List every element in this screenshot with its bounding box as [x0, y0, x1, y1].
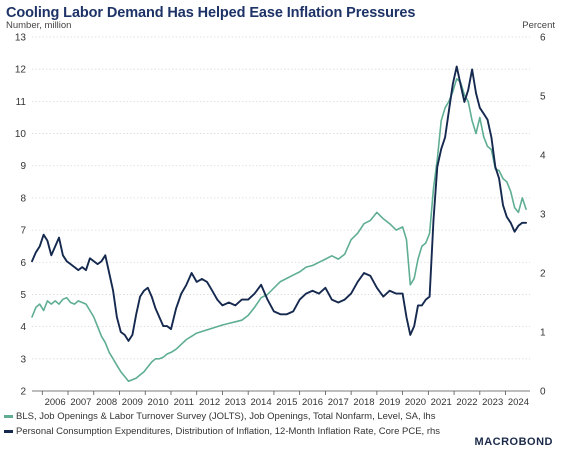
right-axis-tick-label: 0	[540, 387, 546, 398]
x-axis-tick-label: 2006	[45, 397, 66, 408]
x-axis-ticks: 2006 2007 2008 2009 2010 2011 2012 2013 2014 2015…	[32, 390, 530, 408]
x-axis-tick-label: 2014	[250, 397, 271, 408]
right-axis-unit-label: Percent	[522, 20, 555, 31]
left-axis-unit-label: Number, million	[6, 20, 72, 31]
left-axis-tick-label: 11	[16, 97, 27, 108]
x-axis-tick-label: 2020	[405, 397, 426, 408]
x-axis-tick-label: 2013	[225, 397, 246, 408]
x-axis-tick-label: 2022	[456, 397, 477, 408]
series-line-core-pce	[31, 65, 528, 342]
left-axis-tick-label: 8	[20, 193, 26, 204]
left-axis-tick-label: 5	[20, 290, 26, 301]
chart-title: Cooling Labor Demand Has Helped Ease Inf…	[6, 5, 416, 21]
left-axis-tick-label: 10	[15, 129, 27, 140]
legend-swatch-jolts	[4, 415, 13, 418]
x-axis-tick-label: 2015	[276, 397, 297, 408]
left-axis-ticks: 2 3 4 5 6 7 8 9 10 11 12 13	[15, 33, 27, 398]
x-axis-tick-label: 2023	[482, 397, 503, 408]
x-axis-tick-label: 2010	[148, 397, 169, 408]
x-axis-tick-label: 2024	[508, 397, 529, 408]
x-axis-tick-label: 2019	[379, 397, 400, 408]
right-axis-tick-label: 6	[540, 33, 546, 44]
x-axis-tick-label: 2007	[70, 397, 91, 408]
legend-label-jolts: BLS, Job Openings & Labor Turnover Surve…	[16, 411, 436, 422]
right-axis-tick-label: 2	[540, 269, 546, 280]
right-axis-tick-label: 3	[540, 210, 546, 221]
grid-lines	[32, 36, 530, 392]
right-axis-ticks: 0 1 2 3 4 5 6	[540, 33, 546, 398]
left-axis-tick-label: 13	[15, 33, 27, 44]
left-axis-tick-label: 7	[20, 226, 26, 237]
x-axis-tick-label: 2008	[96, 397, 117, 408]
right-axis-tick-label: 5	[540, 92, 546, 103]
x-axis-tick-label: 2017	[328, 397, 349, 408]
left-axis-tick-label: 9	[20, 161, 26, 172]
left-axis-tick-label: 2	[20, 387, 26, 398]
x-axis-tick-label: 2016	[302, 397, 323, 408]
x-axis-tick-label: 2009	[122, 397, 143, 408]
x-axis-tick-label: 2018	[353, 397, 374, 408]
macrobond-logo: MACROBOND	[474, 436, 553, 448]
series-lines	[31, 65, 528, 383]
legend-item-core-pce: Personal Consumption Expenditures, Distr…	[4, 424, 440, 439]
series-line-jolts	[31, 78, 527, 383]
legend-swatch-core-pce	[4, 430, 13, 433]
right-axis-tick-label: 1	[540, 328, 546, 339]
left-axis-tick-label: 4	[20, 322, 26, 333]
legend-label-core-pce: Personal Consumption Expenditures, Distr…	[16, 426, 441, 437]
x-axis-tick-label: 2012	[199, 397, 220, 408]
legend-item-jolts: BLS, Job Openings & Labor Turnover Surve…	[4, 409, 440, 424]
x-axis-tick-label: 2011	[174, 397, 194, 408]
x-axis-tick-label: 2021	[431, 397, 452, 408]
left-axis-tick-label: 3	[20, 354, 26, 365]
right-axis-tick-label: 4	[540, 151, 546, 162]
legend: BLS, Job Openings & Labor Turnover Surve…	[4, 409, 440, 439]
left-axis-tick-label: 6	[20, 258, 26, 269]
left-axis-tick-label: 12	[15, 65, 27, 76]
